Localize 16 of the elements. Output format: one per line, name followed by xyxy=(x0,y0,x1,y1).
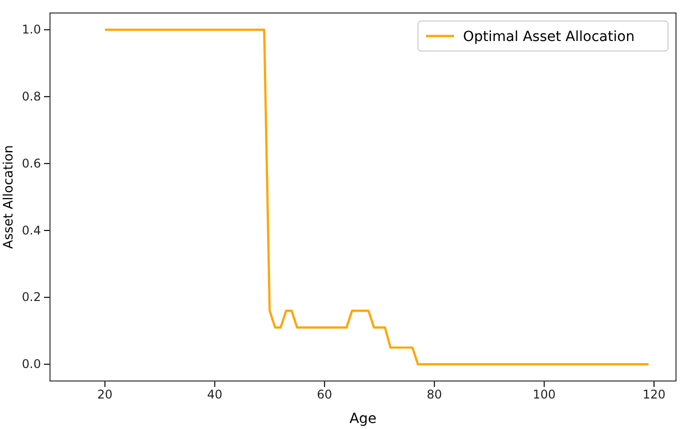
x-axis-title: Age xyxy=(349,411,377,427)
x-tick-label: 100 xyxy=(532,388,556,402)
y-tick-label: 0.4 xyxy=(22,223,41,238)
x-tick-label: 80 xyxy=(426,388,442,402)
y-tick-label: 0.0 xyxy=(22,357,41,372)
y-tick-label: 1.0 xyxy=(22,22,41,37)
legend-label: Optimal Asset Allocation xyxy=(463,29,635,45)
x-tick-label: 120 xyxy=(642,388,666,402)
y-tick-label: 0.8 xyxy=(22,89,41,104)
line-series xyxy=(104,28,650,366)
x-tick-label: 20 xyxy=(97,388,113,402)
y-tick-label: 0.6 xyxy=(22,156,41,170)
x-tick-label: 40 xyxy=(207,388,222,402)
y-tick-label: 0.2 xyxy=(22,290,41,304)
y-axis-title: Asset Allocation xyxy=(2,145,17,249)
x-tick-label: 60 xyxy=(316,388,332,402)
